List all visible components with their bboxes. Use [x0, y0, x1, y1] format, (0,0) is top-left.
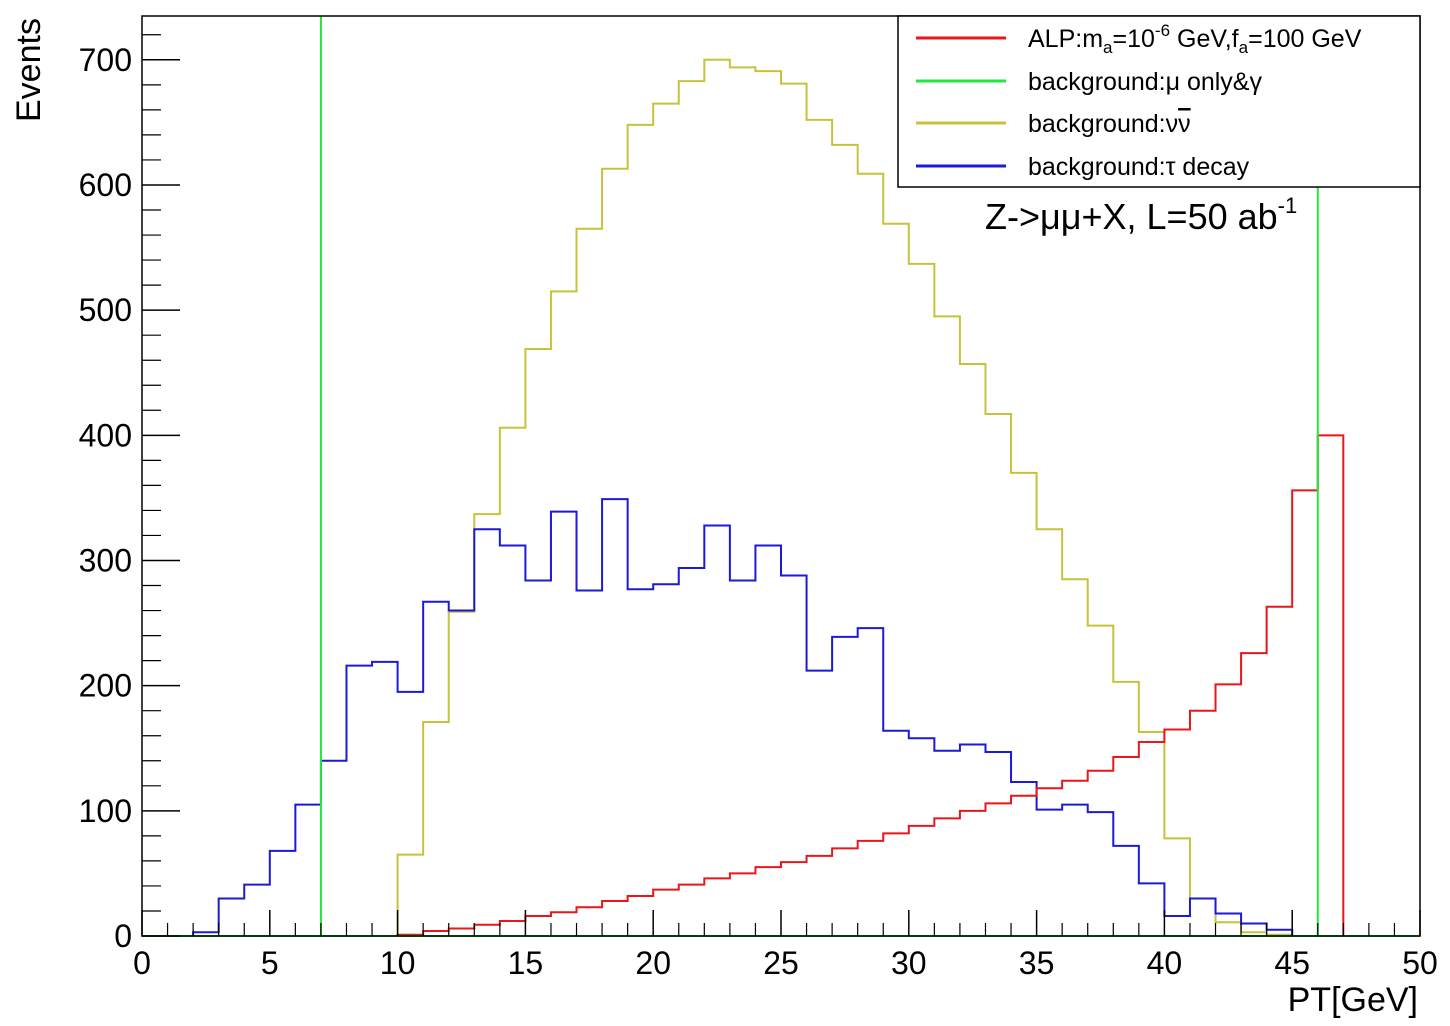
x-tick-label: 30: [891, 945, 927, 981]
series-nunu-background: [142, 58, 1420, 937]
process-annotation: Z->μμ+X, L=50 ab-1: [985, 193, 1297, 237]
legend-label-tau: background:τ decay: [1028, 153, 1250, 181]
legend-box: [897, 15, 1421, 188]
x-tick-label: 10: [380, 945, 416, 981]
legend-nunu-part1: background:ν: [1028, 110, 1178, 138]
legend-alp-sub1: a: [1103, 38, 1113, 57]
x-tick-label: 50: [1402, 945, 1438, 981]
legend-alp-part4: =100 GeV: [1248, 25, 1362, 53]
legend: ALP:ma=10-6 GeV,fa=100 GeV background:μ …: [897, 15, 1421, 188]
x-tick-label: 45: [1274, 945, 1310, 981]
legend-alp-part1: ALP:m: [1028, 25, 1103, 53]
annotation-main: Z->μμ+X, L=50 ab: [985, 196, 1278, 237]
legend-nunu-nubar: ν: [1178, 110, 1191, 138]
legend-alp-sub2: a: [1239, 38, 1249, 57]
legend-label-nunu: background:νν: [1028, 110, 1191, 138]
x-tick-label: 40: [1147, 945, 1183, 981]
x-tick-label: 20: [635, 945, 671, 981]
y-tick-label: 200: [79, 668, 132, 704]
x-axis-label: PT[GeV]: [1288, 981, 1418, 1019]
y-tick-label: 300: [79, 542, 132, 578]
legend-alp-part3: GeV,f: [1170, 25, 1239, 53]
y-tick-label: 400: [79, 417, 132, 453]
legend-alp-part2: =10: [1113, 25, 1155, 53]
annotation-sup: -1: [1278, 193, 1298, 218]
y-tick-label: 600: [79, 167, 132, 203]
axis-layer: 0 5 10 15 20 25 30 35 40 45 5001002003004005006007…: [79, 34, 1438, 981]
x-tick-label: 5: [261, 945, 279, 981]
y-tick-label: 0: [114, 918, 132, 954]
x-tick-label: 15: [508, 945, 544, 981]
series-alp-signal: [142, 434, 1420, 937]
y-tick-label: 500: [79, 292, 132, 328]
legend-label-mu-gamma: background:μ only&γ: [1028, 68, 1262, 96]
x-tick-label: 25: [763, 945, 799, 981]
x-tick-label: 35: [1019, 945, 1055, 981]
x-tick-label: 0: [133, 945, 151, 981]
y-tick-label: 700: [79, 42, 132, 78]
legend-alp-sup1: -6: [1155, 21, 1170, 40]
y-tick-label: 100: [79, 793, 132, 829]
y-axis-label: Events: [10, 18, 48, 122]
legend-label-alp: ALP:ma=10-6 GeV,fa=100 GeV: [1028, 21, 1362, 57]
series-tau-decay-background: [142, 498, 1420, 937]
